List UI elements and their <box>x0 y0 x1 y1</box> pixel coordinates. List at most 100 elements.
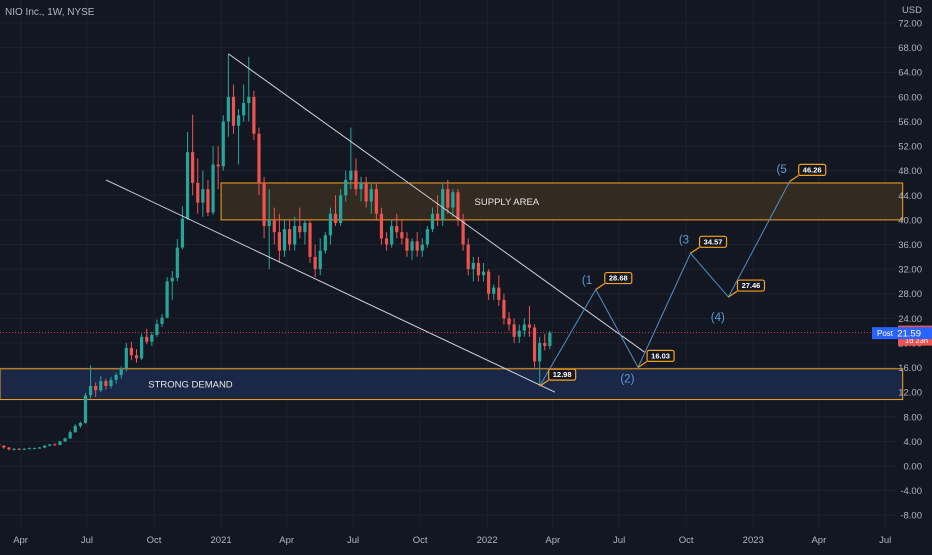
candle-down <box>7 448 10 450</box>
candle-down <box>2 446 5 448</box>
candle-down <box>385 238 388 244</box>
candle-up <box>181 219 184 248</box>
candle-up <box>441 189 444 220</box>
candle-down <box>513 324 516 336</box>
y-tick-label: -8.00 <box>900 511 922 522</box>
callout-label: 28.68 <box>609 274 628 283</box>
candle-down <box>543 343 546 346</box>
candle-up <box>79 423 82 426</box>
candle-up <box>140 337 143 359</box>
candle-up <box>211 165 214 213</box>
wave-label: (4) <box>711 312 725 324</box>
y-tick-label: 4.00 <box>904 437 923 448</box>
candle-down <box>314 257 317 269</box>
candle-up <box>201 189 204 203</box>
candle-up <box>390 226 393 244</box>
candle-up <box>160 318 163 324</box>
candle-up <box>472 263 475 269</box>
candle-down <box>354 171 357 189</box>
candle-up <box>150 335 153 342</box>
callout-pointer <box>691 247 700 253</box>
demand-zone-label: STRONG DEMAND <box>148 380 233 391</box>
x-tick-label: 2022 <box>477 535 498 546</box>
candle-down <box>456 192 459 220</box>
y-tick-label: 44.00 <box>898 191 922 202</box>
candle-down <box>365 183 368 201</box>
x-tick-label: 2023 <box>743 535 764 546</box>
candle-down <box>380 214 383 239</box>
x-tick-label: Jul <box>613 535 625 546</box>
x-tick-label: Apr <box>13 535 28 546</box>
candle-down <box>196 183 199 203</box>
candle-up <box>339 195 342 223</box>
candle-down <box>467 245 470 270</box>
grid-lines <box>0 0 896 527</box>
candle-up <box>28 448 31 449</box>
candle-down <box>308 223 311 257</box>
y-tick-label: 72.00 <box>898 19 922 30</box>
candle-up <box>89 386 92 395</box>
candle-up <box>186 152 189 218</box>
candle-up <box>63 438 66 441</box>
candle-down <box>528 324 531 327</box>
candle-up <box>426 229 429 244</box>
x-tick-label: Apr <box>279 535 294 546</box>
wave-label: (3 <box>679 234 689 246</box>
candle-down <box>395 226 398 232</box>
y-tick-label: 8.00 <box>904 412 923 423</box>
candle-down <box>262 183 265 226</box>
candle-up <box>125 348 128 368</box>
candle-up <box>283 229 286 251</box>
candle-up <box>329 214 332 236</box>
y-tick-label: 64.00 <box>898 68 922 79</box>
candle-up <box>58 441 61 445</box>
candle-down <box>217 165 220 167</box>
callout-label: 27.46 <box>742 281 761 290</box>
candle-up <box>84 395 87 423</box>
callout-label: 46.26 <box>803 165 822 174</box>
y-tick-label: 36.00 <box>898 240 922 251</box>
candle-down <box>400 232 403 238</box>
candle-down <box>257 134 260 183</box>
y-tick-label: 68.00 <box>898 43 922 54</box>
x-tick-label: Oct <box>679 535 694 546</box>
x-tick-label: Jul <box>879 535 891 546</box>
y-tick-label: 48.00 <box>898 166 922 177</box>
x-tick-label: Jul <box>81 535 93 546</box>
x-tick-label: 2021 <box>211 535 232 546</box>
callout-pointer <box>596 284 605 290</box>
y-tick-label: -4.00 <box>900 486 922 497</box>
y-tick-label: 12.00 <box>898 388 922 399</box>
callout-pointer <box>790 175 799 181</box>
y-tick-label: 52.00 <box>898 142 922 153</box>
candle-up <box>523 324 526 330</box>
candle-up <box>518 331 521 337</box>
candle-up <box>74 426 77 432</box>
candle-down <box>135 355 138 358</box>
candle-down <box>375 189 378 214</box>
candle-down <box>416 241 419 250</box>
y-tick-label: 60.00 <box>898 92 922 103</box>
candle-up <box>303 223 306 232</box>
demand-zone <box>0 369 903 400</box>
post-price-value: 21.59 <box>897 329 921 340</box>
x-tick-label: Oct <box>147 535 162 546</box>
candle-down <box>405 238 408 250</box>
y-tick-label: 56.00 <box>898 117 922 128</box>
candle-up <box>431 214 434 229</box>
candle-down <box>232 97 235 126</box>
candle-down <box>502 300 505 318</box>
x-tick-label: Oct <box>413 535 428 546</box>
candle-down <box>477 263 480 275</box>
candle-down <box>252 97 255 134</box>
candle-up <box>482 272 485 276</box>
y-tick-label: 40.00 <box>898 215 922 226</box>
x-tick-label: Jul <box>347 535 359 546</box>
callout-label: 34.57 <box>704 237 723 246</box>
y-tick-label: 16.00 <box>898 363 922 374</box>
candle-up <box>293 226 296 244</box>
candle-up <box>12 449 15 450</box>
candle-down <box>104 381 107 386</box>
